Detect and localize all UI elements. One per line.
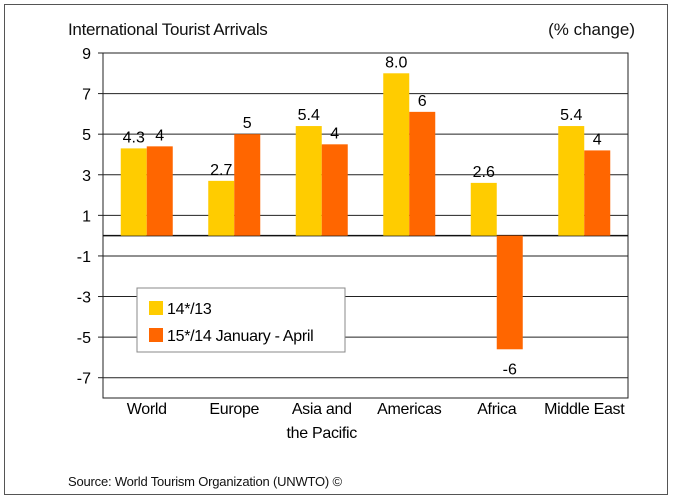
category-label: Africa (477, 401, 517, 418)
bar-series1 (295, 126, 322, 236)
data-label: 8.0 (385, 54, 407, 71)
data-label: 2.7 (210, 162, 232, 179)
legend-swatch (149, 301, 163, 315)
category-label: the Pacific (286, 425, 357, 442)
unit-label: (% change) (548, 20, 635, 39)
data-label: 6 (418, 93, 427, 110)
bar-series2 (584, 150, 611, 236)
category-label: World (127, 401, 167, 418)
legend-label: 15*/14 January - April (167, 328, 313, 345)
data-label: 2.6 (473, 164, 495, 181)
legend-label: 14*/13 (167, 301, 212, 318)
y-tick-label: 1 (82, 208, 91, 225)
bar-series2 (409, 111, 436, 236)
y-tick-label: -5 (77, 330, 91, 347)
y-tick-label: -3 (77, 290, 91, 307)
chart-frame (4, 4, 668, 495)
category-label: Europe (209, 401, 259, 418)
y-tick-label: 5 (82, 127, 91, 144)
bar-series1 (383, 73, 410, 236)
bar-series1 (208, 180, 235, 236)
data-label: 5.4 (560, 107, 582, 124)
bar-series1 (120, 148, 147, 236)
data-label: 5 (243, 115, 252, 132)
legend-box (136, 287, 346, 353)
y-tick-label: -1 (77, 249, 91, 266)
y-tick-label: -7 (77, 371, 91, 388)
bar-series1 (558, 126, 585, 236)
data-label: 4 (593, 131, 602, 148)
y-tick-label: 3 (82, 168, 91, 185)
y-tick-label: 9 (82, 46, 91, 63)
data-label: 4 (155, 127, 164, 144)
chart-title: International Tourist Arrivals (68, 20, 268, 39)
category-label: Asia and (292, 401, 352, 418)
data-label: -6 (503, 361, 517, 378)
bar-series2 (234, 134, 261, 236)
data-label: 4.3 (123, 129, 145, 146)
category-label: Americas (377, 401, 442, 418)
data-label: 4 (330, 125, 339, 142)
bar-series2 (496, 235, 523, 350)
data-label: 5.4 (298, 107, 320, 124)
y-tick-label: 7 (82, 87, 91, 104)
legend-swatch (149, 328, 163, 342)
bar-chart: 9 7 5 3 1 -1 -3 -5 -7 4.3 4 World 2.7 5 Europe 5.4 4 Asia… (77, 46, 629, 442)
category-label: Middle East (544, 401, 625, 418)
bar-series2 (146, 146, 173, 236)
bar-series1 (470, 182, 497, 236)
source-note: Source: World Tourism Organization (UNWT… (68, 474, 342, 489)
bar-series2 (321, 144, 348, 236)
